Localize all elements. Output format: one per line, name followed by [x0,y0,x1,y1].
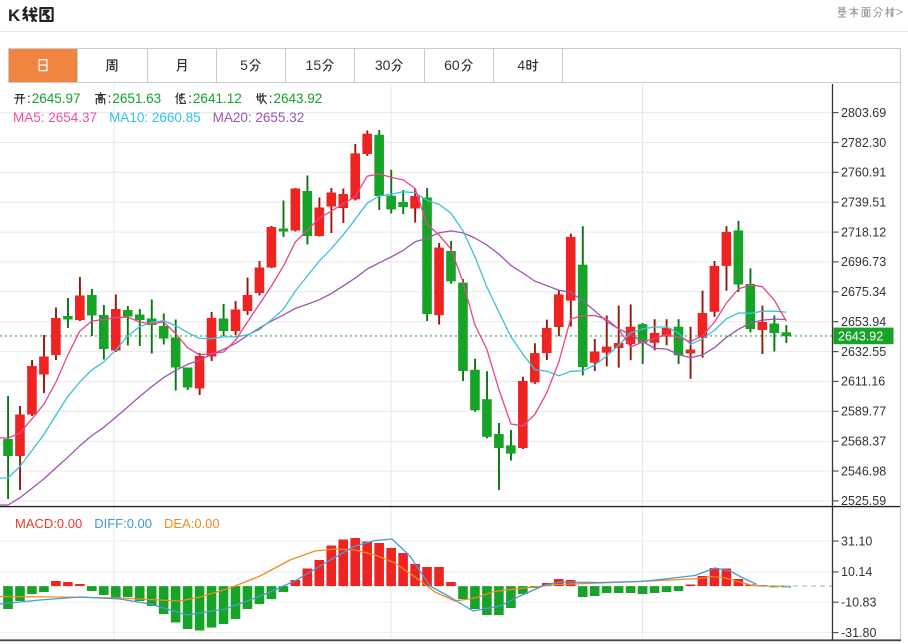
svg-text:2696.73: 2696.73 [841,255,886,269]
svg-text:2675.34: 2675.34 [841,285,886,299]
svg-text:2782.30: 2782.30 [841,136,886,150]
svg-text:-10.83: -10.83 [841,596,876,610]
svg-text:31.10: 31.10 [841,534,872,548]
svg-text:2525.59: 2525.59 [841,494,886,508]
svg-text:-31.80: -31.80 [841,626,876,640]
svg-text:2643.92: 2643.92 [838,329,883,343]
svg-text:2546.98: 2546.98 [841,464,886,478]
svg-text:2739.51: 2739.51 [841,196,886,210]
svg-text:2760.91: 2760.91 [841,166,886,180]
svg-text:2653.94: 2653.94 [841,315,886,329]
svg-text:2803.69: 2803.69 [841,106,886,120]
svg-text:2632.55: 2632.55 [841,345,886,359]
svg-text:2568.37: 2568.37 [841,435,886,449]
svg-text:2718.12: 2718.12 [841,225,886,239]
svg-text:2611.16: 2611.16 [841,375,885,389]
svg-text:2589.77: 2589.77 [841,405,886,419]
svg-text:10.14: 10.14 [841,565,872,579]
